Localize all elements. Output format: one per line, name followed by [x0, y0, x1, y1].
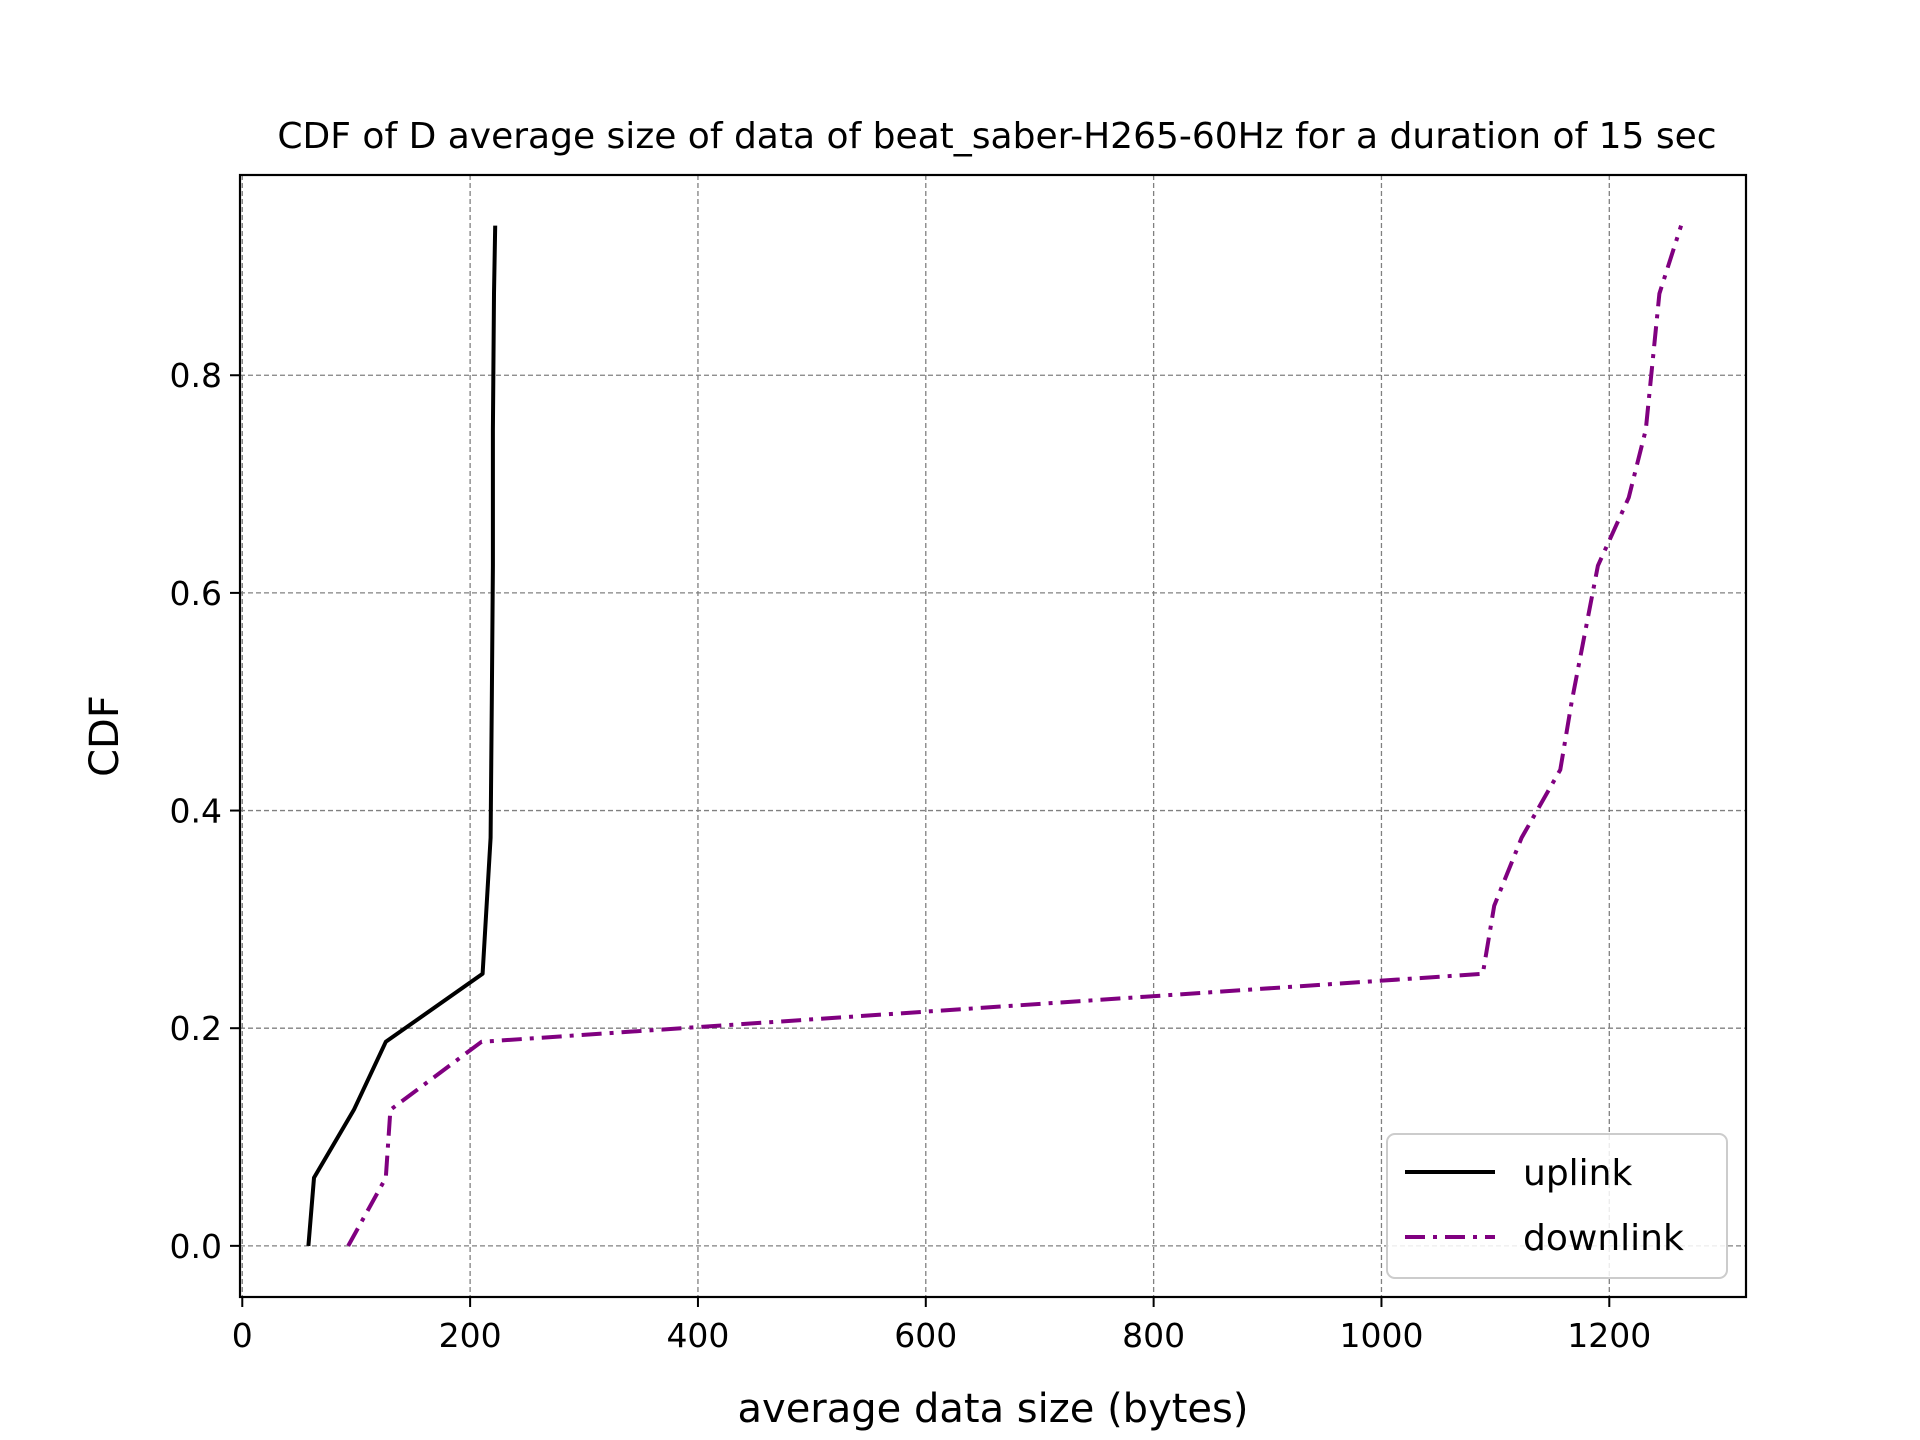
- x-tick-label: 200: [439, 1316, 502, 1355]
- y-tick-label: 0.6: [170, 574, 222, 613]
- x-tick-label: 600: [894, 1316, 957, 1355]
- x-tick-label: 1200: [1567, 1316, 1651, 1355]
- y-axis-ticks: 0.0 0.2 0.4 0.6 0.8: [170, 356, 240, 1266]
- y-tick-label: 0.0: [170, 1227, 222, 1266]
- x-axis-ticks: 0 200 400 600 800 1000 1200: [232, 1297, 1651, 1355]
- y-tick-label: 0.2: [170, 1009, 222, 1048]
- plot-frame: [238, 173, 1748, 1299]
- x-axis-title: average data size (bytes): [738, 1386, 1249, 1432]
- series-line-downlink: [346, 224, 1684, 1247]
- y-axis-title: CDF: [82, 695, 128, 777]
- x-tick-label: 800: [1122, 1316, 1185, 1355]
- y-tick-label: 0.8: [170, 356, 222, 395]
- x-tick-label: 400: [666, 1316, 729, 1355]
- series-line-uplink: [306, 225, 498, 1247]
- plot-area: [238, 173, 1748, 1299]
- y-tick-label: 0.4: [170, 792, 222, 831]
- x-tick-label: 0: [232, 1316, 253, 1355]
- plot-background: [240, 175, 1746, 1297]
- legend-label-downlink: downlink: [1523, 1218, 1684, 1259]
- legend-label-uplink: uplink: [1523, 1153, 1632, 1194]
- chart-title: CDF of D average size of data of beat_sa…: [277, 116, 1716, 157]
- series-layer: [306, 224, 1684, 1247]
- x-tick-label: 1000: [1339, 1316, 1423, 1355]
- legend: uplink downlink: [1386, 1133, 1728, 1279]
